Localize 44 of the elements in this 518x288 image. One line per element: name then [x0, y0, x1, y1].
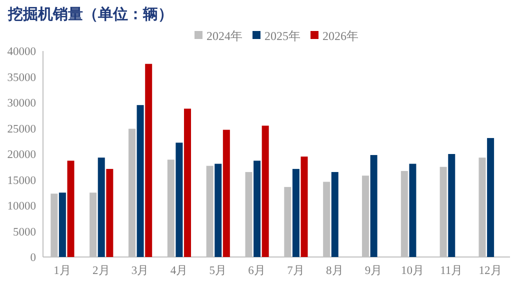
bar: [176, 142, 183, 257]
x-tick-label: 4月: [170, 264, 188, 277]
y-tick-label: 40000: [7, 46, 36, 58]
bar: [106, 168, 114, 257]
x-tick-label: 11月: [440, 264, 464, 277]
x-tick-label: 12月: [478, 264, 502, 277]
legend-label: 2025年: [264, 29, 300, 43]
bar: [67, 160, 74, 257]
bar: [145, 64, 152, 257]
x-tick-label: 8月: [326, 264, 344, 277]
y-tick-label: 15000: [7, 174, 36, 187]
bar: [136, 105, 144, 257]
chart-title: 挖掘机销量（单位：辆）: [7, 6, 173, 23]
x-tick-label: 7月: [287, 264, 305, 277]
bar: [300, 156, 308, 257]
x-tick-label: 1月: [54, 264, 72, 277]
bar: [58, 192, 66, 257]
bar: [254, 160, 261, 257]
x-tick-label: 10月: [400, 264, 424, 277]
y-tick-label: 20000: [7, 149, 36, 161]
y-tick-label: 30000: [7, 98, 36, 110]
x-tick-label: 5月: [209, 264, 227, 277]
bar: [448, 154, 456, 257]
legend-label: 2026年: [322, 29, 358, 43]
y-tick-label: 10000: [7, 200, 36, 212]
bar: [370, 155, 378, 257]
bar: [292, 168, 300, 257]
y-tick-label: 35000: [7, 72, 36, 84]
y-tick-label: 5000: [13, 226, 36, 238]
x-tick-label: 3月: [131, 264, 150, 277]
bar: [262, 126, 269, 257]
y-tick-label: 25000: [7, 123, 36, 136]
bar: [331, 172, 338, 257]
bar: [184, 108, 192, 257]
legend-label: 2024年: [206, 29, 242, 43]
x-tick-label: 9月: [364, 264, 383, 277]
x-tick-label: 2月: [92, 264, 110, 277]
bar: [409, 164, 416, 257]
bar: [222, 130, 230, 257]
bar: [98, 158, 105, 257]
x-tick-label: 6月: [248, 264, 266, 277]
bar: [214, 164, 222, 257]
bar: [487, 138, 494, 257]
y-tick-label: 0: [30, 252, 36, 264]
